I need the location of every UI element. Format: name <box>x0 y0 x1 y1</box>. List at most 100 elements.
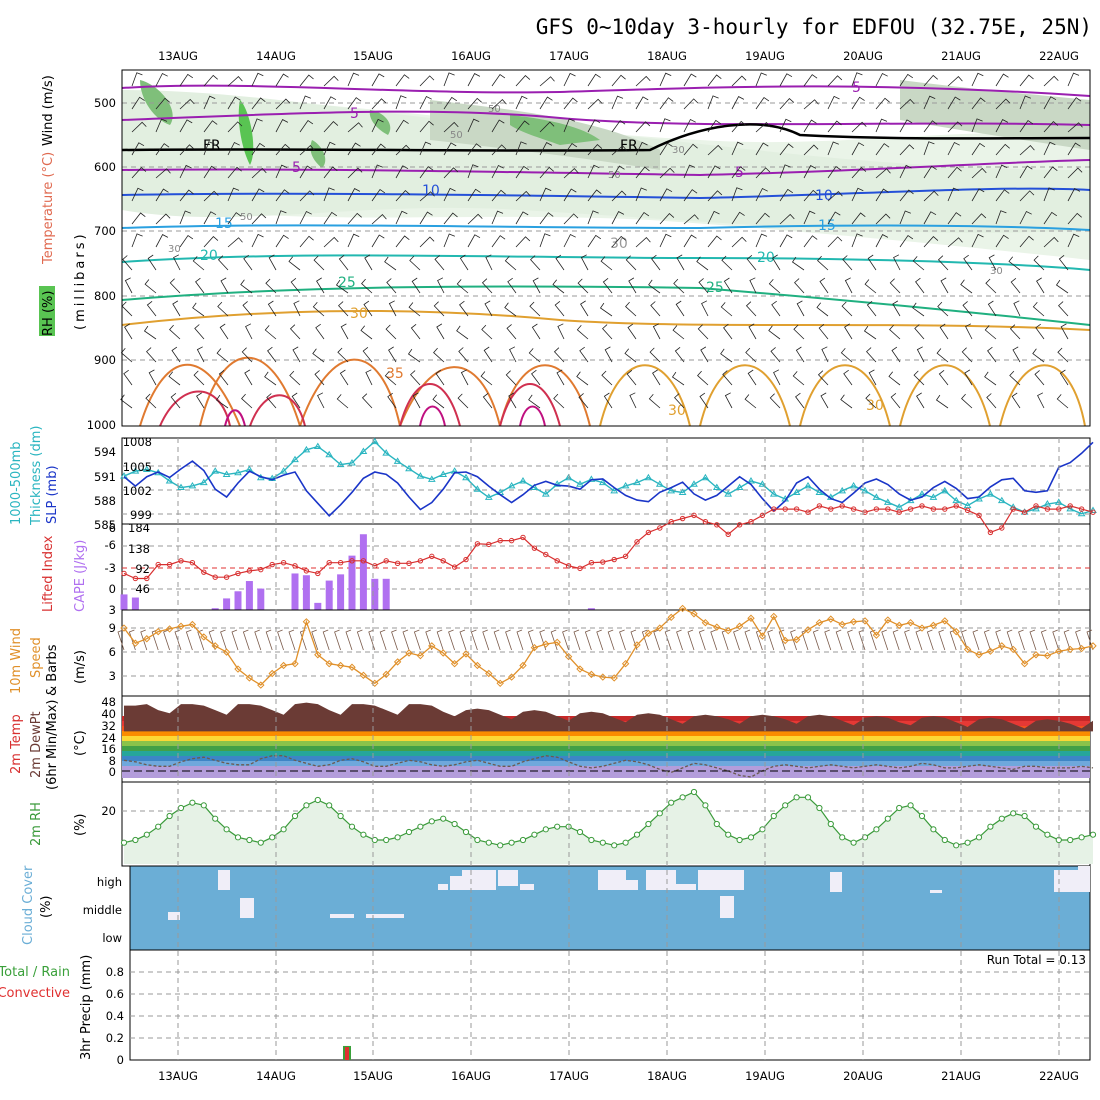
rh2m-point <box>269 834 276 841</box>
wind-speed-point <box>1032 651 1040 659</box>
surface-wind-barb <box>1063 629 1071 651</box>
wind-barb <box>251 97 266 110</box>
thickness-axis: 594 591 588 585 <box>94 445 116 532</box>
wind-barb <box>707 235 722 248</box>
wind-barb <box>131 72 143 87</box>
rh2m-point <box>1032 823 1040 830</box>
wind-barb <box>409 255 421 271</box>
wind-barb <box>578 393 589 409</box>
wind-barb <box>131 233 143 248</box>
wind-barb <box>146 300 157 317</box>
rh2m-point <box>782 802 789 809</box>
surface-wind-barb <box>607 629 615 651</box>
wind-barb <box>866 347 877 363</box>
wind-barb <box>1036 277 1045 294</box>
surface-wind-barb <box>527 629 535 651</box>
lifted-index-point <box>736 522 743 528</box>
wind-barb <box>599 302 613 317</box>
lifted-index-point <box>634 539 640 545</box>
rh2m-point <box>645 820 652 828</box>
wind-barb <box>803 165 817 179</box>
wind-barb <box>1067 142 1081 156</box>
wind-barb <box>611 95 624 110</box>
wind-barb <box>683 234 697 248</box>
wind-barb <box>888 371 901 386</box>
wind-speed-point <box>884 616 892 624</box>
wind-barb <box>611 190 627 202</box>
surface-wind-barb <box>539 629 547 651</box>
wind-barb <box>506 324 517 340</box>
cape-bar <box>223 598 231 610</box>
contour-label: 5 <box>292 160 301 176</box>
wind-axis-label: Wind (m/s) <box>41 75 56 146</box>
thickness-point <box>690 480 698 487</box>
wind-barb <box>893 254 901 271</box>
wind-barb <box>147 254 157 271</box>
wind-barb <box>779 188 794 202</box>
wind-speed-point <box>1066 645 1074 654</box>
wind-barb <box>899 119 913 133</box>
wind-speed-point <box>165 625 174 633</box>
wind-barb <box>1067 97 1082 110</box>
wind-barb <box>419 120 434 133</box>
rh2m-point <box>1021 812 1028 820</box>
wind-speed-point <box>998 642 1006 650</box>
lifted-index-point <box>166 561 173 568</box>
wind-barb <box>155 168 171 179</box>
rh2m-point <box>1044 831 1051 838</box>
wind-barb <box>768 325 781 340</box>
rh2m-point <box>497 842 504 849</box>
surface-wind-barb <box>356 629 364 651</box>
wind-barb <box>1055 279 1069 294</box>
wind-barb <box>875 234 889 248</box>
cape-tick: 138 <box>128 542 150 556</box>
wind-barb <box>851 121 867 133</box>
wind-speed-point <box>200 633 208 641</box>
wind-barb <box>143 325 157 340</box>
surface-wind-barb <box>812 629 820 651</box>
wind-barb <box>923 95 936 110</box>
wind-speed-point <box>975 651 983 659</box>
wind-barbs <box>120 72 1083 409</box>
rh2m-point <box>200 802 207 809</box>
wind-speed-point <box>872 631 881 639</box>
lifted-index-point <box>258 566 264 573</box>
wind-barb <box>707 165 721 179</box>
wind-barb <box>602 277 613 294</box>
thickness-point <box>861 486 869 494</box>
rh2m-panel: 20 2m RH (%) <box>29 781 1097 867</box>
wind-barb <box>1059 369 1069 386</box>
wind-barb <box>587 210 599 225</box>
wind-barb <box>251 167 267 179</box>
rh2m-point <box>668 799 675 806</box>
rh2m-point <box>759 826 766 833</box>
wind-barb <box>419 191 435 202</box>
wind-barb <box>337 347 349 363</box>
wind-barb <box>251 188 265 202</box>
wind-barb <box>313 255 325 271</box>
wind-barb <box>817 255 829 271</box>
wind-barb <box>603 392 613 409</box>
rh2m-point <box>656 810 663 817</box>
thickness-point <box>769 490 778 497</box>
thickness-point <box>610 486 619 494</box>
wind-barb <box>553 393 565 409</box>
wind-barb <box>1019 210 1032 225</box>
wind-barb <box>1043 236 1059 248</box>
wind-barb <box>323 187 335 202</box>
wind-barb <box>1037 392 1045 409</box>
wind-barb <box>650 301 661 317</box>
wind-speed-point <box>302 618 311 626</box>
wind-barb <box>509 346 517 363</box>
wind-barb <box>312 348 325 363</box>
slp-tick: 1005 <box>123 460 152 474</box>
rh2m-point <box>953 842 960 849</box>
wind-barb <box>275 210 287 225</box>
thickness-point <box>1043 499 1052 507</box>
wind-speed-point <box>621 659 630 668</box>
thickness-point <box>359 447 368 454</box>
wind-barb <box>443 187 456 202</box>
pressure-tick: 800 <box>94 289 116 303</box>
wind-barb <box>412 392 421 409</box>
wind-speed-point <box>177 622 185 630</box>
